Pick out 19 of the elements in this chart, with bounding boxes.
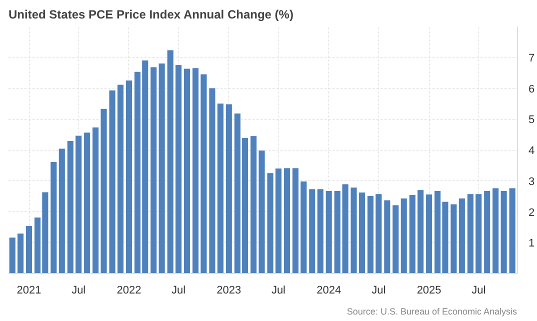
x-tick-label: 2022 [116, 284, 142, 296]
x-tick-label: 2023 [216, 284, 242, 296]
y-tick-label: 6 [528, 83, 535, 96]
x-tick-label: Jul [172, 284, 186, 296]
y-tick-label: 7 [528, 52, 535, 64]
x-tick-label: 2024 [316, 284, 342, 296]
y-tick-label: 3 [528, 176, 535, 188]
chart-title: United States PCE Price Index Annual Change (%) [8, 8, 294, 22]
y-tick-label: 1 [528, 238, 535, 250]
source-note: Source: U.S. Bureau of Economic Analysis [346, 306, 518, 316]
x-tick-label: 2025 [416, 284, 442, 296]
x-tick-label: Jul [372, 284, 386, 296]
x-tick-label: Jul [472, 284, 486, 296]
y-tick-label: 2 [528, 206, 535, 219]
y-tick-label: 5 [528, 114, 535, 126]
x-tick-label: Jul [72, 284, 86, 296]
y-tick-label: 4 [528, 145, 535, 157]
x-tick-label: 2021 [16, 284, 42, 296]
x-tick-label: Jul [271, 284, 286, 296]
